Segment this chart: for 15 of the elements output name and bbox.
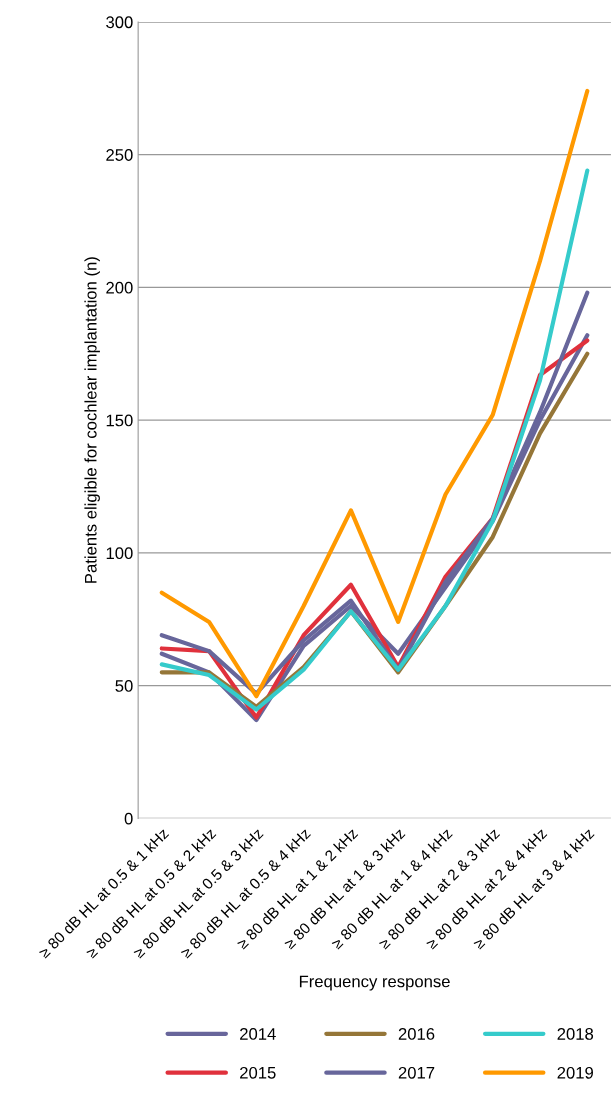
legend-label: 2017 (398, 1066, 435, 1079)
y-tick-label: 200 (106, 281, 133, 294)
y-tick-label: 100 (106, 547, 133, 560)
legend-label: 2014 (240, 1028, 276, 1040)
y-axis-title: Patients eligible for cochlear implantation (n) (84, 257, 100, 583)
y-tick-label: 0 (124, 812, 133, 825)
legend-label: 2016 (398, 1028, 435, 1040)
y-tick-label: 150 (106, 414, 133, 427)
x-axis-title: Frequency response (299, 975, 450, 991)
legend-label: 2015 (240, 1066, 276, 1079)
legend-label: 2019 (557, 1066, 593, 1079)
y-tick-label: 250 (106, 149, 133, 161)
legend-label: 2018 (557, 1028, 594, 1040)
y-tick-label: 50 (115, 680, 133, 692)
y-tick-label: 300 (106, 16, 133, 29)
